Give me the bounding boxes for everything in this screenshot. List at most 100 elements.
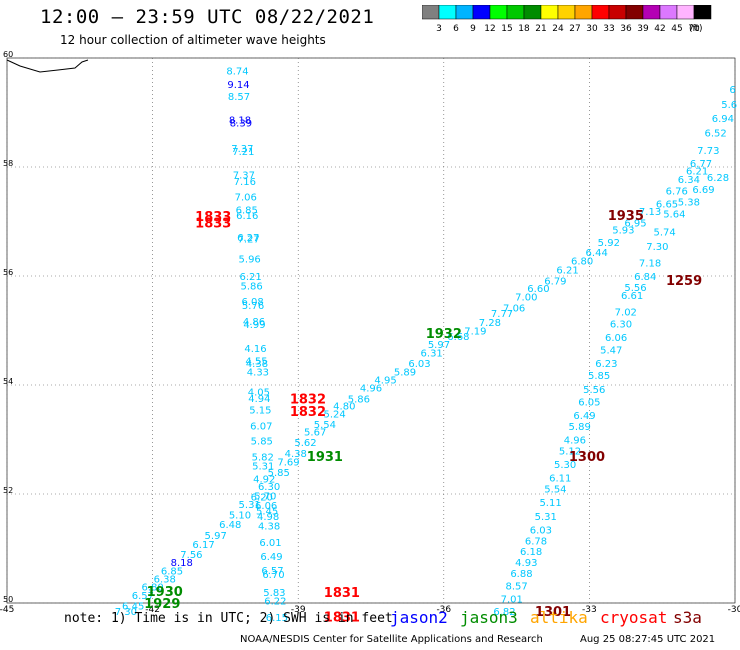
- swh-value: 6.11: [549, 474, 571, 485]
- swh-value: 5.89: [569, 422, 591, 433]
- swh-value: 5.62: [294, 438, 316, 449]
- swh-value: 4.05: [248, 388, 270, 399]
- swh-value: 4.38: [246, 359, 268, 370]
- swh-value: 7.18: [639, 258, 661, 269]
- swh-value: 6.80: [141, 583, 163, 594]
- swh-value: 5.31: [252, 462, 274, 473]
- legend-label: 39: [637, 24, 649, 34]
- swh-value: 6.57: [132, 591, 154, 602]
- swh-value: 5.83: [263, 588, 285, 599]
- swh-value: 7.28: [479, 318, 501, 329]
- map-title: 12:00 – 23:59 UTC 08/22/2021: [40, 6, 375, 28]
- swh-value: 5.82: [252, 452, 274, 463]
- swh-value: 8.18: [171, 558, 193, 569]
- swh-value: 6.60: [527, 284, 549, 295]
- swh-value: 5.24: [323, 409, 345, 420]
- swh-value: 7.19: [464, 327, 486, 338]
- swh-value: 8.57: [228, 92, 250, 103]
- legend-label: 27: [569, 24, 580, 34]
- swh-value: 6.79: [544, 276, 566, 287]
- swh-value: 5.70: [254, 492, 276, 503]
- legend-s3a: s3a: [673, 608, 702, 627]
- swh-value: 5.56: [583, 385, 605, 396]
- swh-value: 6.65: [656, 200, 678, 211]
- coastline: [6, 59, 89, 73]
- swh-value: 4.16: [244, 344, 266, 355]
- lat-tick-label: 54: [3, 377, 13, 386]
- swh-value: 6.48: [219, 520, 241, 531]
- swh-value: 4.33: [247, 367, 269, 378]
- swh-value: 6.61: [621, 291, 643, 302]
- swh-value: 6.05: [578, 397, 600, 408]
- swh-value: 7.77: [491, 309, 513, 320]
- pass-time-label: 1831: [324, 611, 360, 626]
- pass-time-label: 1259: [666, 274, 702, 289]
- swh-value: 6.20: [251, 493, 273, 504]
- swh-value: 5.92: [598, 238, 620, 249]
- legend-swatch: [693, 5, 712, 20]
- swh-value: 6.85: [236, 206, 258, 217]
- legend-label: 9: [470, 24, 476, 34]
- swh-value: 7.01: [501, 595, 523, 606]
- swh-value: 6.21: [240, 272, 262, 283]
- swh-value: 4.86: [243, 317, 265, 328]
- swh-value: 6.31: [421, 348, 443, 359]
- legend-label: 6: [453, 24, 459, 34]
- swh-value: 5.38: [678, 197, 700, 208]
- legend-label: 45: [671, 24, 682, 34]
- pass-time-label: 1833: [195, 210, 231, 225]
- swh-value: 6.70: [262, 570, 284, 581]
- swh-value: 6.06: [255, 501, 277, 512]
- swh-value: 7.37: [231, 144, 253, 155]
- swh-value: 6.95: [624, 219, 646, 230]
- pass-time-label: 1833: [195, 217, 231, 232]
- swh-value: 6.76: [666, 186, 688, 197]
- lat-tick-label: 56: [3, 268, 13, 277]
- swh-value: 9.14: [227, 80, 249, 91]
- swh-value: 5.97: [205, 531, 227, 542]
- pass-time-label: 1831: [324, 586, 360, 601]
- lat-tick-label: 52: [3, 486, 13, 495]
- pass-time-label: 1832: [290, 393, 326, 408]
- lat-tick-label: 58: [3, 159, 13, 168]
- swh-value: 6.03: [408, 359, 430, 370]
- map-subtitle: 12 hour collection of altimeter wave hei…: [60, 33, 326, 47]
- swh-value: 7.13: [639, 207, 661, 218]
- legend-label: 30: [586, 24, 598, 34]
- swh-value: 5.54: [314, 420, 336, 431]
- pass-time-label: 1300: [569, 450, 605, 465]
- footer-timestamp: Aug 25 08:27:45 UTC 2021: [580, 634, 716, 645]
- lon-tick-label: -39: [291, 605, 306, 615]
- legend-label: 18: [518, 24, 530, 34]
- swh-value: 7.16: [234, 177, 256, 188]
- swh-value: 7.27: [238, 234, 260, 245]
- swh-value: 5.85: [588, 371, 610, 382]
- swh-value: 5.97: [428, 340, 450, 351]
- swh-value: 6.21: [686, 166, 708, 177]
- swh-value: 5.76: [242, 301, 264, 312]
- swh-value: 6.77: [690, 159, 712, 170]
- swh-value: 7.00: [515, 293, 537, 304]
- pass-time-label: 1931: [307, 450, 343, 465]
- swh-value: 5.54: [544, 485, 566, 496]
- swh-value: 6: [729, 85, 735, 96]
- swh-value: 6.17: [192, 540, 214, 551]
- map-frame: [6, 57, 736, 604]
- swh-value: 6.08: [241, 297, 263, 308]
- swh-value: 7.56: [180, 550, 202, 561]
- pass-time-label: 1301: [535, 605, 571, 620]
- swh-value: 7.69: [277, 457, 299, 468]
- swh-value: 4.80: [333, 402, 355, 413]
- swh-value: 6.01: [259, 538, 281, 549]
- legend-label: 70: [688, 24, 700, 34]
- swh-value: 6.30: [610, 319, 632, 330]
- swh-value: 7.37: [233, 171, 255, 182]
- legend-label: 3: [436, 24, 442, 34]
- swh-value: 8.18: [229, 116, 251, 127]
- swh-value: 6.69: [692, 185, 714, 196]
- swh-value: 5.45: [256, 506, 278, 517]
- swh-value: 7.30: [646, 242, 668, 253]
- swh-value: 6.30: [258, 482, 280, 493]
- legend-label: 12: [484, 24, 495, 34]
- lon-tick-label: -33: [582, 605, 597, 615]
